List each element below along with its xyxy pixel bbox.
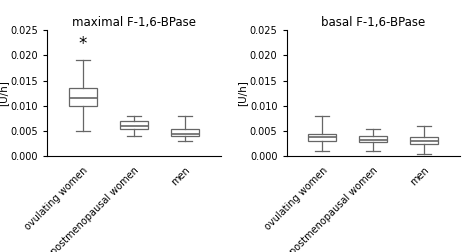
PathPatch shape [410,137,438,144]
Text: *: * [79,35,87,53]
PathPatch shape [308,134,336,141]
Title: basal F-1,6-BPase: basal F-1,6-BPase [321,16,425,29]
PathPatch shape [359,136,387,142]
PathPatch shape [120,121,148,129]
PathPatch shape [171,129,199,136]
Y-axis label: [U/h]: [U/h] [237,80,247,106]
Title: maximal F-1,6-BPase: maximal F-1,6-BPase [72,16,196,29]
Y-axis label: [U/h]: [U/h] [0,80,8,106]
PathPatch shape [69,88,97,106]
